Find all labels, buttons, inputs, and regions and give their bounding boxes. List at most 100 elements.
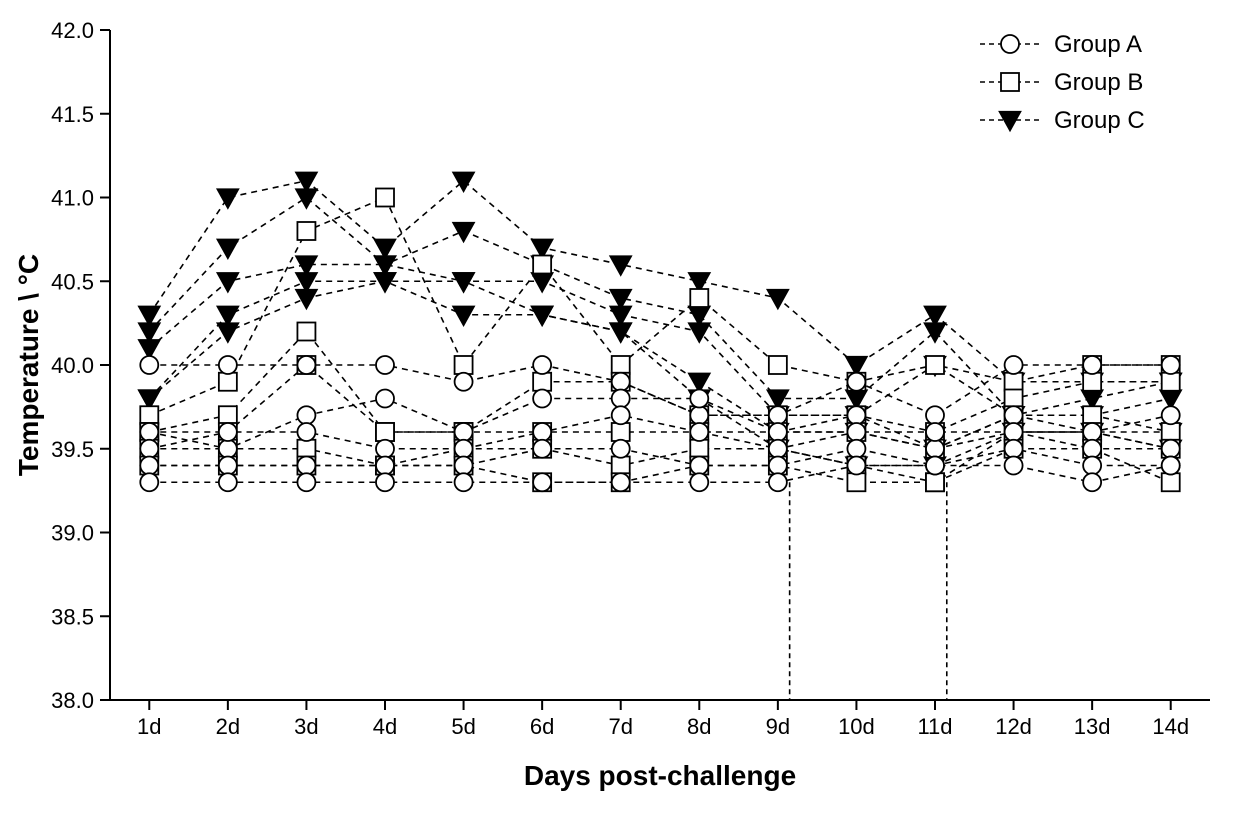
marker-circle <box>140 473 158 491</box>
marker-circle <box>455 373 473 391</box>
marker-square <box>1005 373 1023 391</box>
marker-square <box>612 356 630 374</box>
marker-circle <box>140 423 158 441</box>
marker-square <box>1162 423 1180 441</box>
x-tick-label: 13d <box>1074 714 1111 739</box>
marker-circle <box>455 440 473 458</box>
marker-circle <box>1005 457 1023 475</box>
marker-circle <box>455 473 473 491</box>
y-tick-label: 39.0 <box>51 521 94 546</box>
marker-square <box>297 440 315 458</box>
marker-circle <box>847 457 865 475</box>
marker-circle <box>1162 356 1180 374</box>
y-tick-label: 38.5 <box>51 604 94 629</box>
marker-circle <box>612 390 630 408</box>
marker-circle <box>1083 473 1101 491</box>
marker-circle <box>533 390 551 408</box>
x-tick-label: 8d <box>687 714 711 739</box>
marker-circle <box>376 356 394 374</box>
marker-circle <box>769 406 787 424</box>
legend: Group AGroup BGroup C <box>980 31 1145 134</box>
marker-square <box>612 457 630 475</box>
marker-square <box>690 440 708 458</box>
marker-circle <box>533 473 551 491</box>
x-tick-label: 2d <box>216 714 240 739</box>
y-tick-label: 39.5 <box>51 437 94 462</box>
marker-circle <box>847 440 865 458</box>
marker-circle <box>297 356 315 374</box>
temperature-chart: 38.038.539.039.540.040.541.041.542.01d2d… <box>0 0 1240 829</box>
x-tick-label: 10d <box>838 714 875 739</box>
marker-circle <box>769 440 787 458</box>
marker-square <box>297 323 315 341</box>
marker-circle <box>533 356 551 374</box>
y-tick-label: 41.0 <box>51 186 94 211</box>
y-tick-label: 42.0 <box>51 18 94 43</box>
legend-label: Group C <box>1054 107 1145 134</box>
marker-circle <box>297 406 315 424</box>
x-tick-label: 11d <box>917 714 952 739</box>
marker-circle <box>690 423 708 441</box>
marker-circle <box>533 423 551 441</box>
marker-square <box>769 356 787 374</box>
marker-square <box>533 256 551 274</box>
marker-circle <box>533 440 551 458</box>
chart-container: 38.038.539.039.540.040.541.041.542.01d2d… <box>0 0 1240 829</box>
marker-circle <box>690 390 708 408</box>
marker-square <box>847 473 865 491</box>
marker-circle <box>612 473 630 491</box>
marker-circle <box>140 457 158 475</box>
marker-circle <box>847 423 865 441</box>
marker-circle <box>1083 440 1101 458</box>
marker-circle <box>690 406 708 424</box>
marker-circle <box>847 406 865 424</box>
marker-circle <box>1162 457 1180 475</box>
y-tick-label: 40.0 <box>51 353 94 378</box>
marker-square <box>1005 390 1023 408</box>
marker-circle <box>926 406 944 424</box>
x-tick-label: 1d <box>137 714 161 739</box>
marker-circle <box>376 440 394 458</box>
x-tick-label: 4d <box>373 714 397 739</box>
marker-circle <box>297 457 315 475</box>
marker-square <box>297 222 315 240</box>
marker-circle <box>297 473 315 491</box>
marker-circle <box>926 423 944 441</box>
marker-circle <box>926 457 944 475</box>
marker-circle <box>140 356 158 374</box>
marker-square <box>1162 473 1180 491</box>
x-tick-label: 9d <box>766 714 790 739</box>
marker-square <box>1162 373 1180 391</box>
marker-square <box>219 373 237 391</box>
marker-circle <box>1083 423 1101 441</box>
marker-circle <box>376 473 394 491</box>
marker-circle <box>612 373 630 391</box>
marker-circle <box>376 390 394 408</box>
marker-circle <box>612 440 630 458</box>
marker-circle <box>219 356 237 374</box>
marker-circle <box>455 457 473 475</box>
marker-circle <box>1083 356 1101 374</box>
marker-circle <box>1083 457 1101 475</box>
marker-circle <box>1162 440 1180 458</box>
x-tick-label: 5d <box>451 714 475 739</box>
marker-square <box>219 406 237 424</box>
marker-square <box>1083 406 1101 424</box>
marker-circle <box>926 440 944 458</box>
marker-square <box>690 289 708 307</box>
marker-circle <box>219 457 237 475</box>
x-tick-label: 14d <box>1152 714 1189 739</box>
marker-square <box>1001 73 1019 91</box>
y-tick-label: 38.0 <box>51 688 94 713</box>
marker-circle <box>769 423 787 441</box>
marker-circle <box>219 440 237 458</box>
marker-circle <box>1005 356 1023 374</box>
marker-circle <box>140 440 158 458</box>
marker-square <box>140 406 158 424</box>
marker-circle <box>1162 406 1180 424</box>
marker-square <box>926 473 944 491</box>
marker-circle <box>690 457 708 475</box>
marker-circle <box>376 457 394 475</box>
marker-square <box>376 189 394 207</box>
marker-square <box>926 356 944 374</box>
